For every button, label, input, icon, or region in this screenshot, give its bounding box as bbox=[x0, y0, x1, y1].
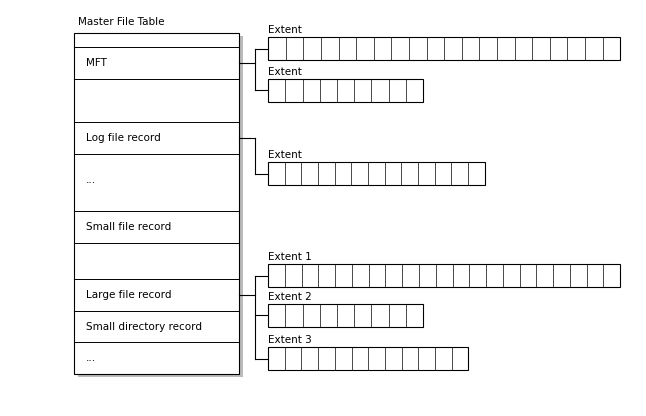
Bar bbox=[268, 264, 620, 287]
Text: Large file record: Large file record bbox=[86, 290, 171, 300]
Bar bbox=[78, 36, 243, 377]
Text: Log file record: Log file record bbox=[86, 133, 161, 143]
Bar bbox=[268, 79, 423, 102]
Text: Small directory record: Small directory record bbox=[86, 322, 202, 332]
Bar bbox=[74, 33, 239, 374]
Text: Extent: Extent bbox=[268, 150, 302, 160]
Bar bbox=[268, 304, 423, 327]
Text: Extent 2: Extent 2 bbox=[268, 292, 312, 302]
Text: MFT: MFT bbox=[86, 58, 107, 68]
Text: Extent: Extent bbox=[268, 67, 302, 77]
Text: Extent 3: Extent 3 bbox=[268, 335, 312, 345]
Text: Master File Table: Master File Table bbox=[78, 17, 164, 27]
Bar bbox=[268, 347, 468, 370]
Text: Small file record: Small file record bbox=[86, 222, 171, 232]
Bar bbox=[268, 37, 620, 60]
Text: Extent: Extent bbox=[268, 25, 302, 35]
Text: Extent 1: Extent 1 bbox=[268, 252, 312, 262]
Text: ...: ... bbox=[86, 353, 96, 363]
Text: ...: ... bbox=[86, 175, 96, 185]
Bar bbox=[268, 162, 484, 185]
